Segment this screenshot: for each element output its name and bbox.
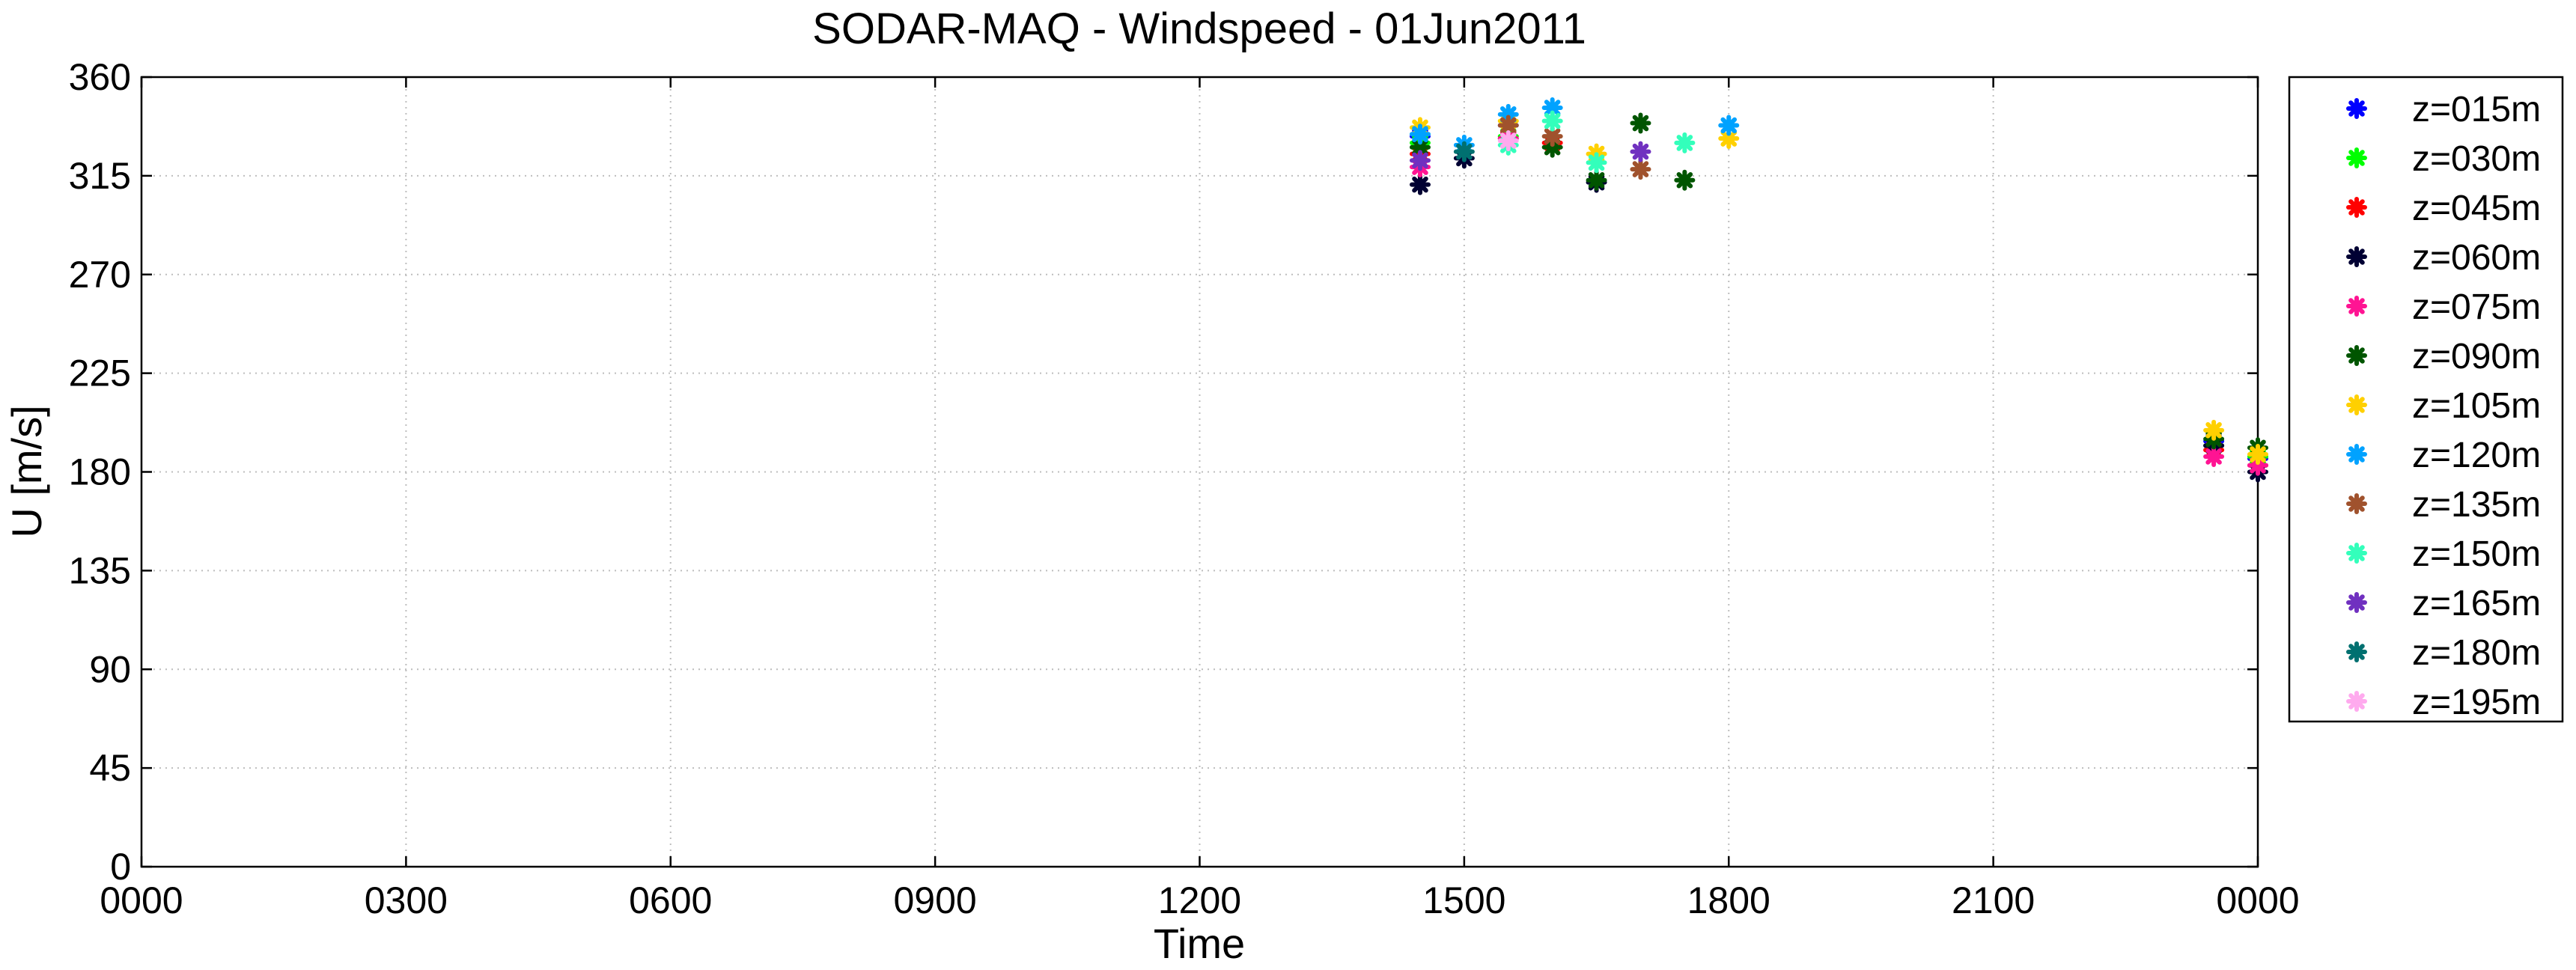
y-tick-label: 90 xyxy=(89,648,131,690)
legend-label: z=045m xyxy=(2412,189,2541,228)
data-point xyxy=(1674,169,1696,191)
y-tick-label: 315 xyxy=(69,155,131,197)
data-point xyxy=(1630,159,1651,180)
legend-marker xyxy=(2346,641,2367,662)
legend-label: z=195m xyxy=(2412,683,2541,722)
x-tick-label: 0000 xyxy=(2216,879,2299,921)
legend-label: z=060m xyxy=(2412,238,2541,278)
data-point xyxy=(1586,169,1607,191)
legend-marker xyxy=(2346,296,2367,317)
x-tick-label: 1800 xyxy=(1687,879,1770,921)
data-point xyxy=(1497,129,1519,151)
data-point xyxy=(2203,419,2225,441)
legend-label: z=135m xyxy=(2412,485,2541,525)
x-tick-label: 1200 xyxy=(1158,879,1241,921)
legend-label: z=090m xyxy=(2412,337,2541,376)
x-axis-label: Time xyxy=(1154,920,1245,967)
x-tick-label: 0900 xyxy=(894,879,977,921)
legend-label: z=075m xyxy=(2412,287,2541,327)
data-point xyxy=(1409,174,1431,195)
x-tick-label: 0600 xyxy=(629,879,712,921)
y-tick-label: 180 xyxy=(69,451,131,493)
legend-marker xyxy=(2346,197,2367,218)
y-tick-label: 135 xyxy=(69,549,131,591)
legend-marker xyxy=(2346,444,2367,465)
data-point xyxy=(1541,110,1563,132)
y-tick-label: 0 xyxy=(110,846,131,888)
data-point xyxy=(1674,132,1696,153)
x-tick-label: 1500 xyxy=(1422,879,1505,921)
legend-label: z=105m xyxy=(2412,386,2541,426)
ticks: 0000 0300 0600 0900 1200 1500 1800 2100 00000459… xyxy=(69,56,2300,921)
legend-box xyxy=(2288,76,2564,723)
legend-marker xyxy=(2346,98,2367,119)
y-tick-label: 270 xyxy=(69,254,131,296)
legend-marker xyxy=(2346,592,2367,613)
legend-marker xyxy=(2346,147,2367,168)
legend-marker xyxy=(2346,493,2367,514)
data-point xyxy=(2247,444,2268,466)
data-point xyxy=(2203,445,2225,467)
legend-label: z=030m xyxy=(2412,139,2541,179)
data-point xyxy=(1630,141,1651,162)
x-tick-label: 0300 xyxy=(365,879,448,921)
legend-marker xyxy=(2346,345,2367,366)
data-point xyxy=(1630,112,1651,134)
x-tick-label: 2100 xyxy=(1952,879,2035,921)
y-tick-label: 360 xyxy=(69,56,131,98)
data-point xyxy=(1718,115,1740,136)
legend-marker xyxy=(2346,691,2367,712)
data-points xyxy=(1409,97,2268,483)
legend-label: z=180m xyxy=(2412,633,2541,673)
legend-label: z=150m xyxy=(2412,534,2541,574)
data-point xyxy=(1586,152,1607,174)
legend-label: z=165m xyxy=(2412,584,2541,623)
y-axis-label: U [m/s] xyxy=(3,405,50,537)
legend-marker xyxy=(2346,543,2367,564)
legend: z=015m z=030m z=045m z=060m z=075m z=090m z=10… xyxy=(2288,76,2564,723)
data-point xyxy=(1541,126,1563,147)
chart-title: SODAR-MAQ - Windspeed - 01Jun2011 xyxy=(812,4,1586,53)
legend-label: z=120m xyxy=(2412,436,2541,475)
legend-marker xyxy=(2346,394,2367,415)
y-tick-label: 225 xyxy=(69,353,131,394)
data-point xyxy=(1409,123,1431,145)
x-tick-label: 0000 xyxy=(100,879,183,921)
legend-label: z=015m xyxy=(2412,90,2541,129)
y-tick-label: 45 xyxy=(89,747,131,789)
data-point xyxy=(1409,150,1431,171)
legend-marker xyxy=(2346,246,2367,267)
data-point xyxy=(1453,141,1475,162)
